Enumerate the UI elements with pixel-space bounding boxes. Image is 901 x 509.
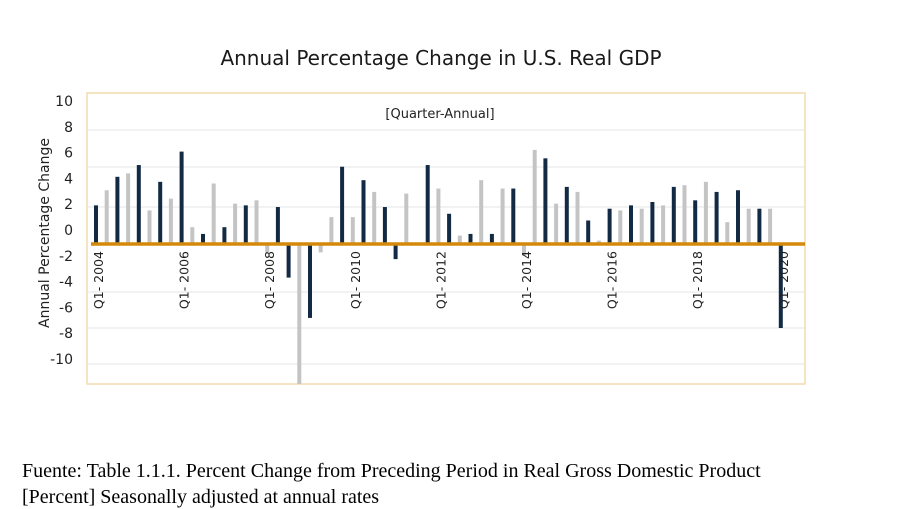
bar-2010Q3: [372, 191, 377, 244]
bar-2014Q4: [554, 203, 559, 244]
y-tick-label: 2: [64, 197, 73, 213]
bar-2008Q3: [286, 244, 291, 278]
bar-2017Q3: [671, 186, 676, 244]
bar-2013Q2: [489, 233, 494, 244]
bar-2006Q3: [201, 233, 205, 244]
bar-2007Q2: [233, 203, 238, 244]
bar-2019Q4: [768, 208, 773, 244]
x-tick-label: Q1- 2020: [776, 251, 791, 309]
x-tick-label: Q1- 2014: [519, 251, 534, 309]
bar-2013Q3: [500, 188, 505, 244]
bar-chart: [Quarter-Annual] 10 8 6 4 2 0 -2 -4 -6 -8 -10 Annual…: [37, 92, 806, 385]
bar-2011Q1: [393, 244, 398, 260]
bar-2018Q2: [703, 181, 708, 244]
bar-2017Q2: [661, 205, 666, 244]
y-tick-label: 6: [64, 146, 73, 162]
x-tick-label: Q1- 2010: [348, 251, 363, 309]
bar-2007Q4: [254, 200, 259, 244]
bar-2016Q4: [639, 208, 644, 244]
y-tick-label: -8: [59, 326, 73, 342]
bar-2015Q1: [564, 186, 569, 244]
bar-2009Q1: [308, 244, 312, 318]
bar-2014Q1: [522, 244, 526, 256]
bar-2018Q3: [714, 191, 719, 244]
y-tick-label: 8: [64, 120, 73, 136]
bar-2011Q2: [404, 193, 409, 244]
bar-2018Q4: [725, 222, 730, 244]
bar-2006Q2: [190, 227, 195, 244]
bar-2005Q3: [158, 181, 163, 244]
bar-2015Q3: [586, 220, 591, 244]
bar-2004Q1: [94, 205, 98, 244]
chart-subtitle: [Quarter-Annual]: [385, 107, 494, 122]
x-tick-label: Q1- 2008: [262, 251, 277, 309]
bar-2019Q3: [757, 208, 762, 244]
plot-frame: [86, 92, 806, 385]
x-tick-label: Q1- 2012: [433, 251, 448, 309]
y-tick-label: 0: [64, 223, 73, 239]
bar-2014Q2: [532, 149, 537, 244]
bar-2016Q3: [629, 205, 633, 244]
x-tick-label: Q1- 2006: [177, 251, 192, 309]
source-line-1: Fuente: Table 1.1.1. Percent Change from…: [22, 460, 761, 482]
bar-2007Q3: [243, 205, 248, 244]
bar-2012Q2: [447, 213, 452, 244]
bar-2006Q4: [211, 183, 216, 244]
y-tick-label: 4: [64, 171, 73, 187]
bar-2013Q4: [511, 188, 516, 244]
bar-2017Q4: [682, 185, 687, 244]
bar-2015Q2: [575, 191, 580, 244]
bar-2019Q2: [746, 208, 751, 244]
y-axis-label: Annual Percentage Change: [37, 138, 53, 328]
y-tick-label: -10: [50, 352, 73, 368]
chart-title: Annual Percentage Change in U.S. Real GD…: [220, 46, 662, 70]
source-line-2: [Percent] Seasonally adjusted at annual …: [22, 486, 380, 508]
bar-2013Q1: [479, 180, 484, 244]
bar-2011Q4: [425, 165, 430, 244]
bar-2016Q1: [607, 208, 612, 244]
bar-2004Q4: [126, 173, 131, 244]
bar-2018Q1: [693, 200, 698, 244]
bar-2017Q1: [650, 202, 655, 244]
bar-2014Q3: [543, 158, 548, 244]
bar-2004Q3: [115, 176, 120, 244]
bar-2012Q3: [457, 235, 462, 244]
bar-2016Q2: [618, 210, 623, 244]
x-tick-label: Q1- 2018: [690, 251, 705, 309]
bar-2010Q2: [361, 180, 366, 244]
x-tick-label: Q1- 2016: [605, 251, 620, 309]
y-tick-label: 10: [55, 94, 73, 110]
bar-2006Q1: [179, 151, 184, 244]
x-tick-label: Q1- 2004: [91, 251, 106, 309]
bar-2019Q1: [736, 190, 740, 244]
bar-2009Q2: [318, 244, 323, 253]
bar-2020Q1: [778, 244, 783, 328]
bar-2005Q1: [136, 165, 141, 244]
y-tick-label: -4: [59, 275, 73, 291]
bar-2012Q4: [468, 233, 473, 244]
y-tick-label: -6: [59, 300, 73, 316]
bar-2009Q3: [329, 217, 334, 244]
bar-2009Q4: [340, 166, 345, 244]
y-tick-label: -2: [59, 249, 73, 265]
bar-2012Q1: [436, 188, 441, 244]
bar-2004Q2: [104, 190, 109, 244]
bar-2007Q1: [222, 227, 227, 244]
bar-2010Q4: [382, 207, 387, 244]
bar-2005Q4: [168, 198, 173, 244]
bars: [94, 149, 783, 384]
bar-2008Q4: [297, 244, 302, 384]
bar-2008Q2: [275, 207, 280, 244]
bar-2008Q1: [265, 244, 270, 253]
bar-2005Q2: [147, 210, 152, 244]
bar-2010Q1: [350, 217, 355, 244]
